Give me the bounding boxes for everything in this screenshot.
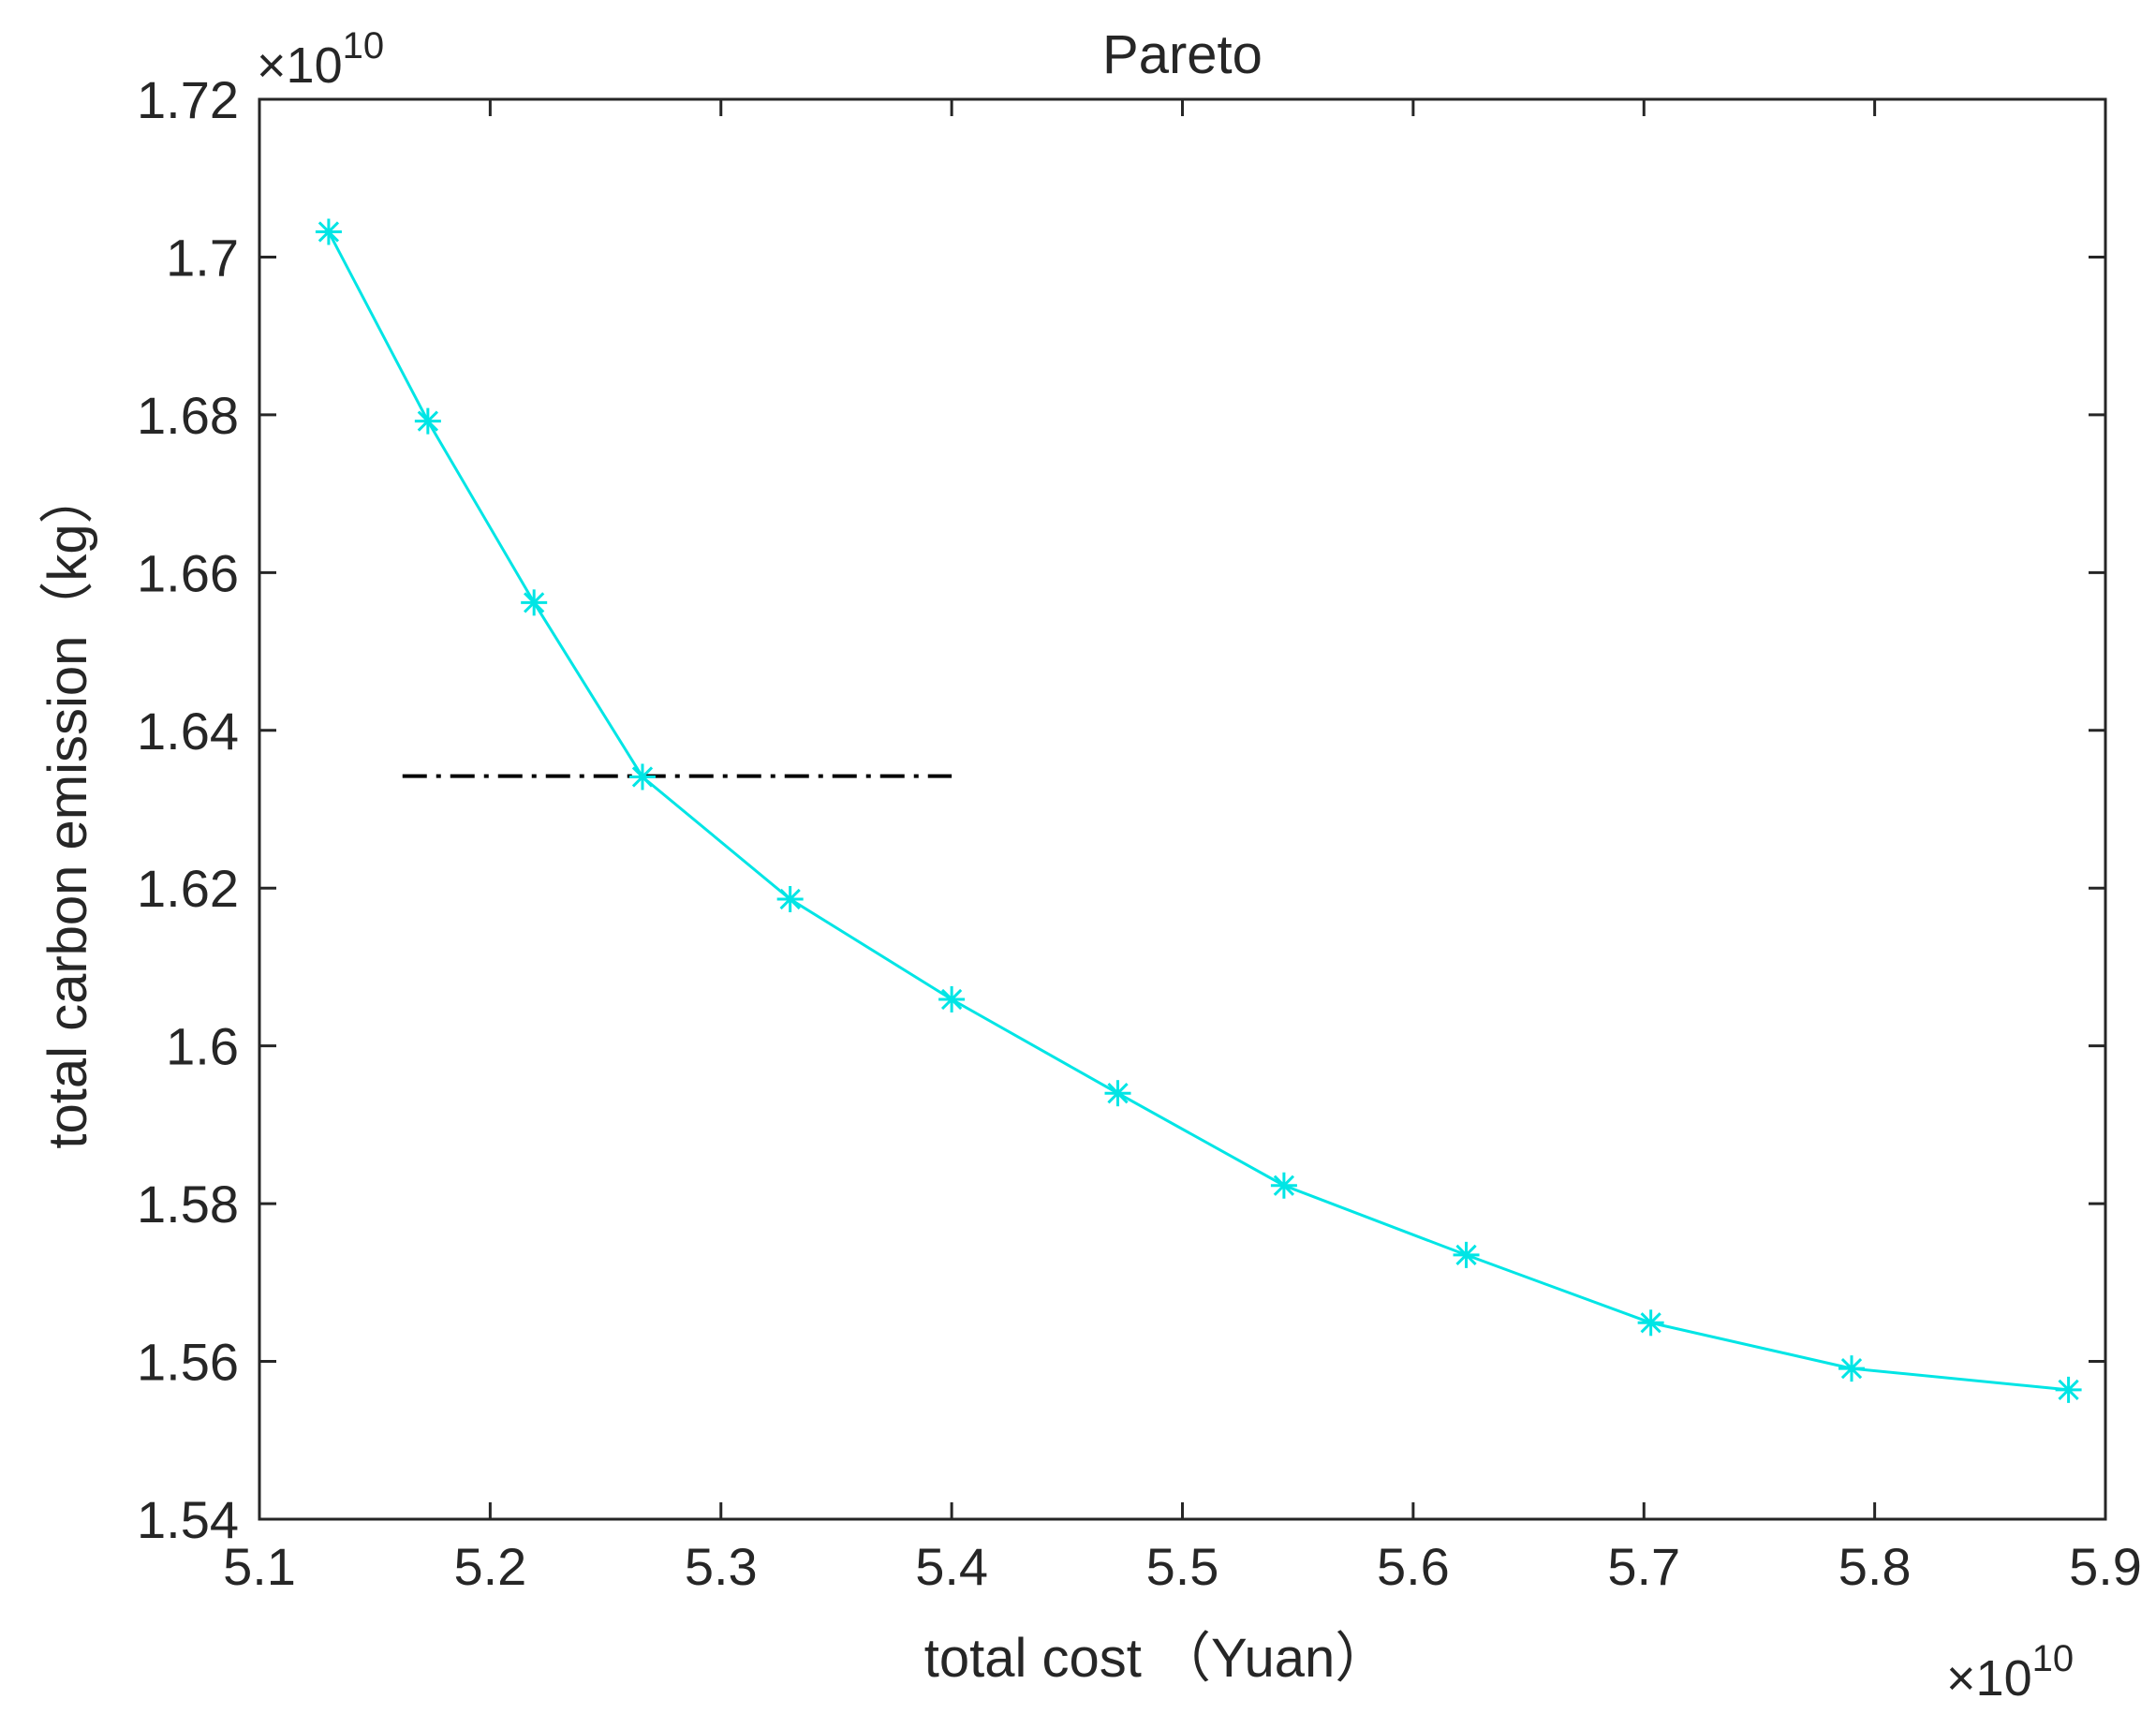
y-tick-label: 1.72 xyxy=(137,70,239,129)
x-tick-label: 5.9 xyxy=(2069,1537,2142,1596)
marker-stroke xyxy=(1640,1312,1661,1334)
marker-stroke xyxy=(1107,1083,1129,1104)
data-point-marker xyxy=(315,218,342,245)
data-point-marker xyxy=(1838,1355,1865,1382)
data-point-marker xyxy=(938,985,966,1012)
y-axis-exponent-power: 10 xyxy=(343,25,385,66)
series-layer xyxy=(315,218,2082,1403)
data-point-marker xyxy=(1270,1172,1297,1199)
marker-stroke xyxy=(940,988,963,1011)
y-tick-label: 1.64 xyxy=(137,702,239,761)
chart-title: Pareto xyxy=(1102,24,1263,85)
y-axis-ticks: 1.54 1.56 1.58 1.6 1.62 1.64 1.66 1.68 1.7 1.72 xyxy=(137,70,2105,1549)
plot-frame xyxy=(258,97,2107,1521)
x-axis-exponent-power: 10 xyxy=(2032,1638,2075,1679)
y-tick-label: 1.7 xyxy=(166,228,239,287)
marker-stroke xyxy=(317,221,340,243)
marker-stroke xyxy=(1840,1357,1863,1380)
x-tick-label: 5.8 xyxy=(1839,1537,1912,1596)
y-tick-label: 1.58 xyxy=(137,1175,239,1234)
marker-stroke xyxy=(1273,1175,1295,1196)
x-tick-label: 5.5 xyxy=(1146,1537,1219,1596)
x-tick-label: 5.1 xyxy=(223,1537,296,1596)
x-tick-label: 5.3 xyxy=(685,1537,758,1596)
x-axis-exponent: ×1010 xyxy=(1946,1638,2074,1707)
y-tick-label: 1.66 xyxy=(137,543,239,602)
x-tick-label: 5.7 xyxy=(1607,1537,1680,1596)
y-tick-label: 1.68 xyxy=(137,386,239,445)
data-point-marker xyxy=(2055,1376,2082,1403)
plot-area xyxy=(259,99,2105,1519)
marker-stroke xyxy=(524,592,545,613)
data-point-marker xyxy=(1453,1241,1480,1268)
y-axis-label: total carbon emission（kg） xyxy=(37,469,98,1148)
y-tick-label: 1.62 xyxy=(137,859,239,918)
x-axis-ticks: 5.1 5.2 5.3 5.4 5.5 5.6 5.7 5.8 5.9 xyxy=(223,99,2142,1596)
x-tick-label: 5.2 xyxy=(453,1537,526,1596)
marker-stroke xyxy=(2058,1379,2079,1401)
y-axis-exponent-base: ×10 xyxy=(257,37,343,94)
y-tick-label: 1.6 xyxy=(166,1017,239,1076)
y-tick-label: 1.56 xyxy=(137,1333,239,1392)
marker-stroke xyxy=(631,766,654,788)
data-point-marker xyxy=(414,407,441,435)
data-point-marker xyxy=(1104,1080,1131,1107)
marker-stroke xyxy=(1455,1244,1477,1265)
marker-stroke xyxy=(417,410,438,432)
data-point-marker xyxy=(628,763,656,791)
x-axis-label: total cost （Yuan） xyxy=(924,1628,1389,1689)
data-point-marker xyxy=(1637,1309,1664,1337)
y-axis-exponent: ×1010 xyxy=(257,25,384,94)
y-tick-label: 1.54 xyxy=(137,1490,239,1549)
x-axis-exponent-base: ×10 xyxy=(1946,1650,2032,1707)
x-tick-label: 5.4 xyxy=(915,1537,988,1596)
series-line xyxy=(327,230,2069,1392)
marker-stroke xyxy=(779,888,801,910)
data-point-marker xyxy=(776,886,804,913)
x-tick-label: 5.6 xyxy=(1377,1537,1450,1596)
data-point-marker xyxy=(521,589,548,616)
